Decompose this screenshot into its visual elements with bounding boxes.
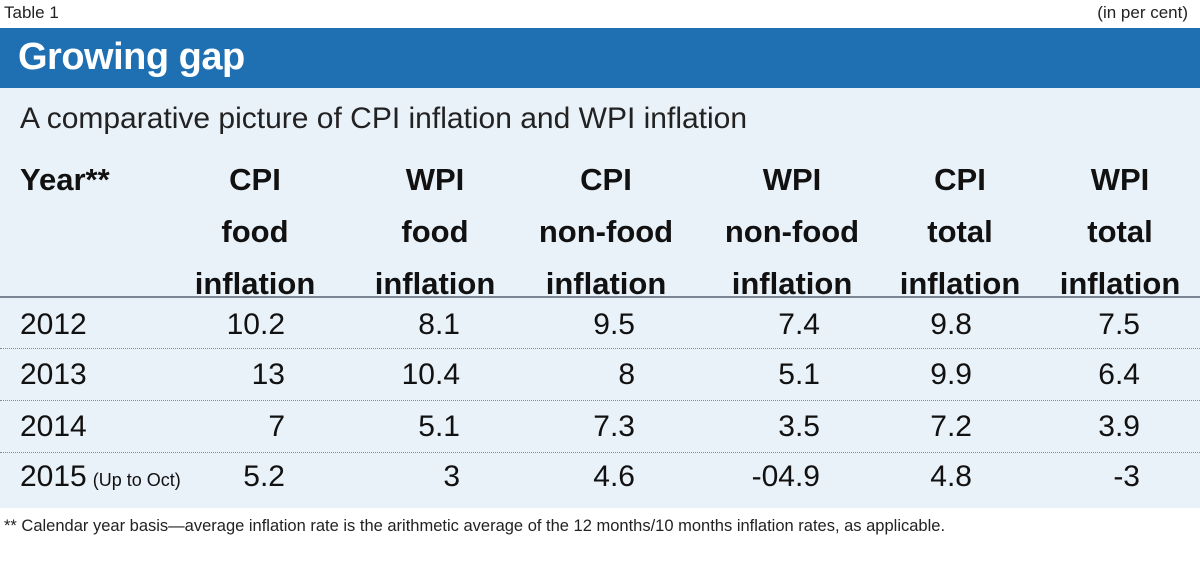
column-header-line: non-food <box>724 214 860 249</box>
column-header-line: inflation <box>1059 266 1181 301</box>
column-header-line: total <box>927 214 993 249</box>
header-divider <box>0 296 1200 298</box>
top-line: Table 1 (in per cent) <box>0 2 1200 24</box>
cpi-non-food-value: 9.5 <box>593 308 635 341</box>
wpi-food-value: 8.1 <box>418 308 460 341</box>
column-header-line: WPI <box>1090 162 1150 197</box>
column-header-line: inflation <box>899 266 1021 301</box>
wpi-total-value: 3.9 <box>1098 410 1140 443</box>
row-year: 2013 <box>20 358 93 392</box>
wpi-total-value: 6.4 <box>1098 358 1140 391</box>
table-title: Growing gap <box>18 36 245 78</box>
wpi-food-value: 10.4 <box>401 358 460 391</box>
footnote: ** Calendar year basis—average inflation… <box>4 517 946 535</box>
year-value: 2014 <box>20 410 87 443</box>
column-header-line: inflation <box>545 266 667 301</box>
table-row: 2015 (Up to Oct) 5.2 3 4.6 -04.9 4.8 -3 <box>0 452 1200 506</box>
column-header-cpi-food: CPI food inflation <box>185 154 325 310</box>
column-header-line: inflation <box>194 266 316 301</box>
row-divider <box>0 348 1200 349</box>
wpi-total-value: 7.5 <box>1098 308 1140 341</box>
column-header-line: food <box>221 214 289 249</box>
column-header-cpi-total: CPI total inflation <box>890 154 1030 310</box>
unit-note: (in per cent) <box>1097 3 1188 22</box>
wpi-non-food-value: 5.1 <box>778 358 820 391</box>
row-year: 2015 (Up to Oct) <box>20 460 181 494</box>
column-header-line: WPI <box>405 162 465 197</box>
table-panel: A comparative picture of CPI inflation a… <box>0 88 1200 508</box>
cpi-non-food-value: 8 <box>618 358 635 391</box>
wpi-total-value: -3 <box>1113 460 1140 493</box>
cpi-food-value: 10.2 <box>226 308 285 341</box>
wpi-food-value: 3 <box>443 460 460 493</box>
column-header-wpi-total: WPI total inflation <box>1050 154 1190 310</box>
row-year: 2014 <box>20 410 93 444</box>
table-label: Table 1 <box>4 3 59 22</box>
table-subtitle: A comparative picture of CPI inflation a… <box>20 102 748 135</box>
column-header-line: inflation <box>731 266 853 301</box>
cpi-total-value: 7.2 <box>930 410 972 443</box>
column-header-wpi-non-food: WPI non-food inflation <box>718 154 866 310</box>
wpi-non-food-value: 7.4 <box>778 308 820 341</box>
table-row: 2014 7 5.1 7.3 3.5 7.2 3.9 <box>0 402 1200 456</box>
cpi-total-value: 9.8 <box>930 308 972 341</box>
column-header-line: WPI <box>762 162 822 197</box>
row-divider <box>0 452 1200 453</box>
column-header-line: CPI <box>580 162 632 197</box>
wpi-food-value: 5.1 <box>418 410 460 443</box>
year-value: 2015 <box>20 460 87 493</box>
table-row: 2012 10.2 8.1 9.5 7.4 9.8 7.5 <box>0 300 1200 354</box>
cpi-food-value: 13 <box>251 358 285 391</box>
column-header-cpi-non-food: CPI non-food inflation <box>532 154 680 310</box>
wpi-non-food-value: -04.9 <box>751 460 820 493</box>
wpi-non-food-value: 3.5 <box>778 410 820 443</box>
cpi-food-value: 5.2 <box>243 460 285 493</box>
cpi-non-food-value: 4.6 <box>593 460 635 493</box>
cpi-food-value: 7 <box>268 410 285 443</box>
year-note: (Up to Oct) <box>92 470 181 490</box>
row-year: 2012 <box>20 308 93 342</box>
cpi-non-food-value: 7.3 <box>593 410 635 443</box>
column-header-line: CPI <box>229 162 281 197</box>
cpi-total-value: 9.9 <box>930 358 972 391</box>
column-header-wpi-food: WPI food inflation <box>365 154 505 310</box>
row-divider <box>0 400 1200 401</box>
year-value: 2013 <box>20 358 87 391</box>
cpi-total-value: 4.8 <box>930 460 972 493</box>
column-header-line: Year** <box>20 162 110 197</box>
column-header-line: inflation <box>374 266 496 301</box>
year-value: 2012 <box>20 308 87 341</box>
column-header-year: Year** <box>20 154 170 206</box>
column-header-line: food <box>401 214 469 249</box>
column-header-line: CPI <box>934 162 986 197</box>
table-row: 2013 13 10.4 8 5.1 9.9 6.4 <box>0 350 1200 404</box>
column-header-line: non-food <box>538 214 674 249</box>
title-bar: Growing gap <box>0 28 1200 88</box>
column-header-line: total <box>1087 214 1153 249</box>
